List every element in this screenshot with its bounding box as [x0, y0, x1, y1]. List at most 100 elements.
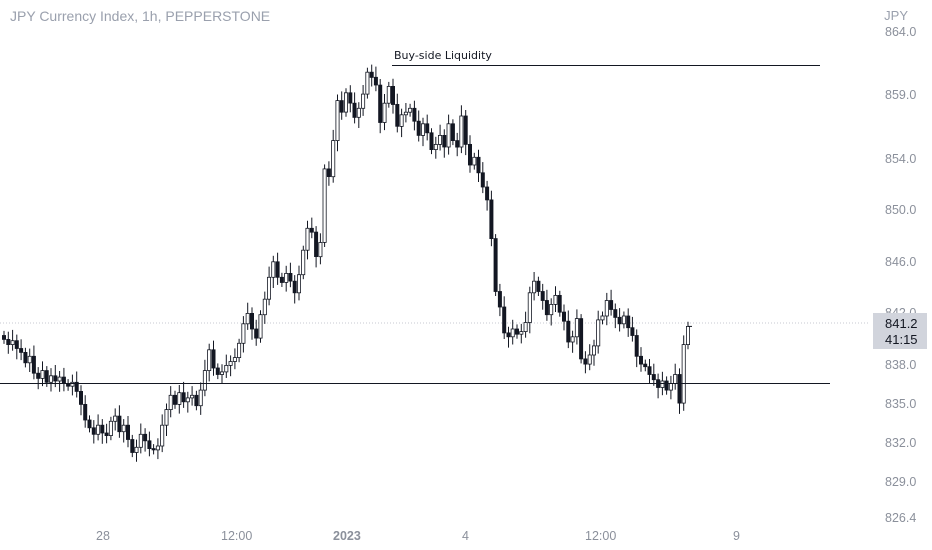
candle-up — [168, 394, 173, 410]
candle-down — [493, 238, 498, 292]
candle-up — [382, 102, 387, 123]
candle-up — [219, 371, 224, 375]
candle-up — [57, 376, 62, 382]
candle-down — [326, 168, 331, 177]
candle-down — [147, 440, 152, 449]
candle-up — [356, 107, 361, 118]
candle-up — [301, 249, 306, 276]
candle-up — [592, 345, 597, 356]
candle-down — [288, 272, 293, 282]
candle-down — [104, 432, 109, 436]
candle-up — [155, 445, 160, 451]
candle-up — [134, 446, 139, 453]
candle-down — [506, 332, 511, 338]
candle-down — [36, 372, 41, 379]
last-price-label: 841.2 — [885, 316, 918, 331]
candle-up — [553, 294, 558, 305]
candle-up — [322, 168, 327, 243]
candle-up — [121, 424, 126, 433]
candle-up — [40, 370, 45, 379]
candle-up — [343, 92, 348, 113]
candle-down — [455, 140, 460, 148]
candle-down — [19, 348, 24, 353]
candles-group — [2, 64, 692, 462]
candle-down — [23, 351, 28, 364]
candle-up — [668, 383, 673, 391]
candle-up — [510, 328, 515, 338]
candle-down — [373, 76, 378, 86]
candle-up — [96, 424, 101, 435]
candle-down — [416, 120, 421, 136]
candle-up — [604, 300, 609, 317]
currency-label: JPY — [884, 8, 908, 23]
candle-down — [181, 392, 186, 403]
y-tick-label: 835.0 — [885, 397, 916, 411]
candle-up — [420, 123, 425, 136]
candle-up — [587, 354, 592, 365]
candle-down — [100, 424, 105, 434]
candle-up — [433, 143, 438, 150]
candle-up — [70, 381, 75, 387]
y-tick-label: 826.4 — [885, 511, 916, 525]
candle-up — [570, 336, 575, 343]
candle-down — [562, 311, 567, 322]
candle-down — [378, 84, 383, 123]
candle-down — [677, 374, 682, 404]
candle-up — [113, 415, 118, 422]
candle-up — [361, 93, 366, 109]
candle-down — [61, 376, 66, 385]
candle-up — [532, 280, 537, 294]
candle-down — [497, 291, 502, 308]
candle-down — [44, 370, 49, 383]
candle-down — [130, 439, 135, 453]
candle-up — [237, 342, 242, 358]
candle-up — [331, 140, 336, 178]
candle-down — [429, 132, 434, 151]
candle-down — [143, 433, 148, 442]
candle-down — [369, 71, 374, 78]
candle-down — [279, 276, 284, 283]
x-tick-label: 2023 — [333, 529, 361, 543]
candle-down — [314, 231, 319, 258]
x-tick-label: 28 — [96, 529, 110, 543]
candle-down — [194, 394, 199, 407]
candle-up — [365, 71, 370, 95]
candle-up — [224, 364, 229, 373]
candle-down — [664, 380, 669, 391]
candle-up — [399, 114, 404, 127]
y-tick-label: 829.0 — [885, 475, 916, 489]
candle-down — [412, 107, 417, 122]
candle-up — [164, 409, 169, 426]
candle-down — [489, 199, 494, 239]
candle-down — [626, 315, 631, 329]
candle-down — [485, 186, 490, 201]
candle-up — [241, 323, 246, 344]
candle-up — [459, 115, 464, 148]
buy-side-liquidity-label: Buy-side Liquidity — [394, 49, 492, 62]
candle-up — [185, 397, 190, 403]
candle-up — [49, 375, 54, 383]
candle-up — [600, 315, 605, 321]
candle-up — [271, 261, 276, 278]
candle-up — [10, 340, 15, 346]
candle-up — [446, 123, 451, 148]
candle-down — [6, 338, 11, 345]
x-tick-label: 12:00 — [585, 529, 616, 543]
candle-down — [2, 335, 7, 340]
candle-up — [232, 357, 237, 362]
candle-down — [91, 427, 96, 435]
candle-down — [515, 328, 520, 335]
candle-up — [190, 394, 195, 399]
candle-up — [549, 303, 554, 316]
candle-up — [138, 433, 143, 448]
candle-up — [686, 325, 691, 345]
candle-down — [151, 448, 156, 451]
chart-title: JPY Currency Index, 1h, PEPPERSTONE — [10, 8, 271, 24]
candle-up — [207, 349, 212, 371]
price-badge — [873, 313, 927, 349]
candle-down — [74, 381, 79, 392]
candle-up — [574, 318, 579, 338]
x-tick-label: 12:00 — [221, 529, 252, 543]
candle-down — [352, 102, 357, 118]
